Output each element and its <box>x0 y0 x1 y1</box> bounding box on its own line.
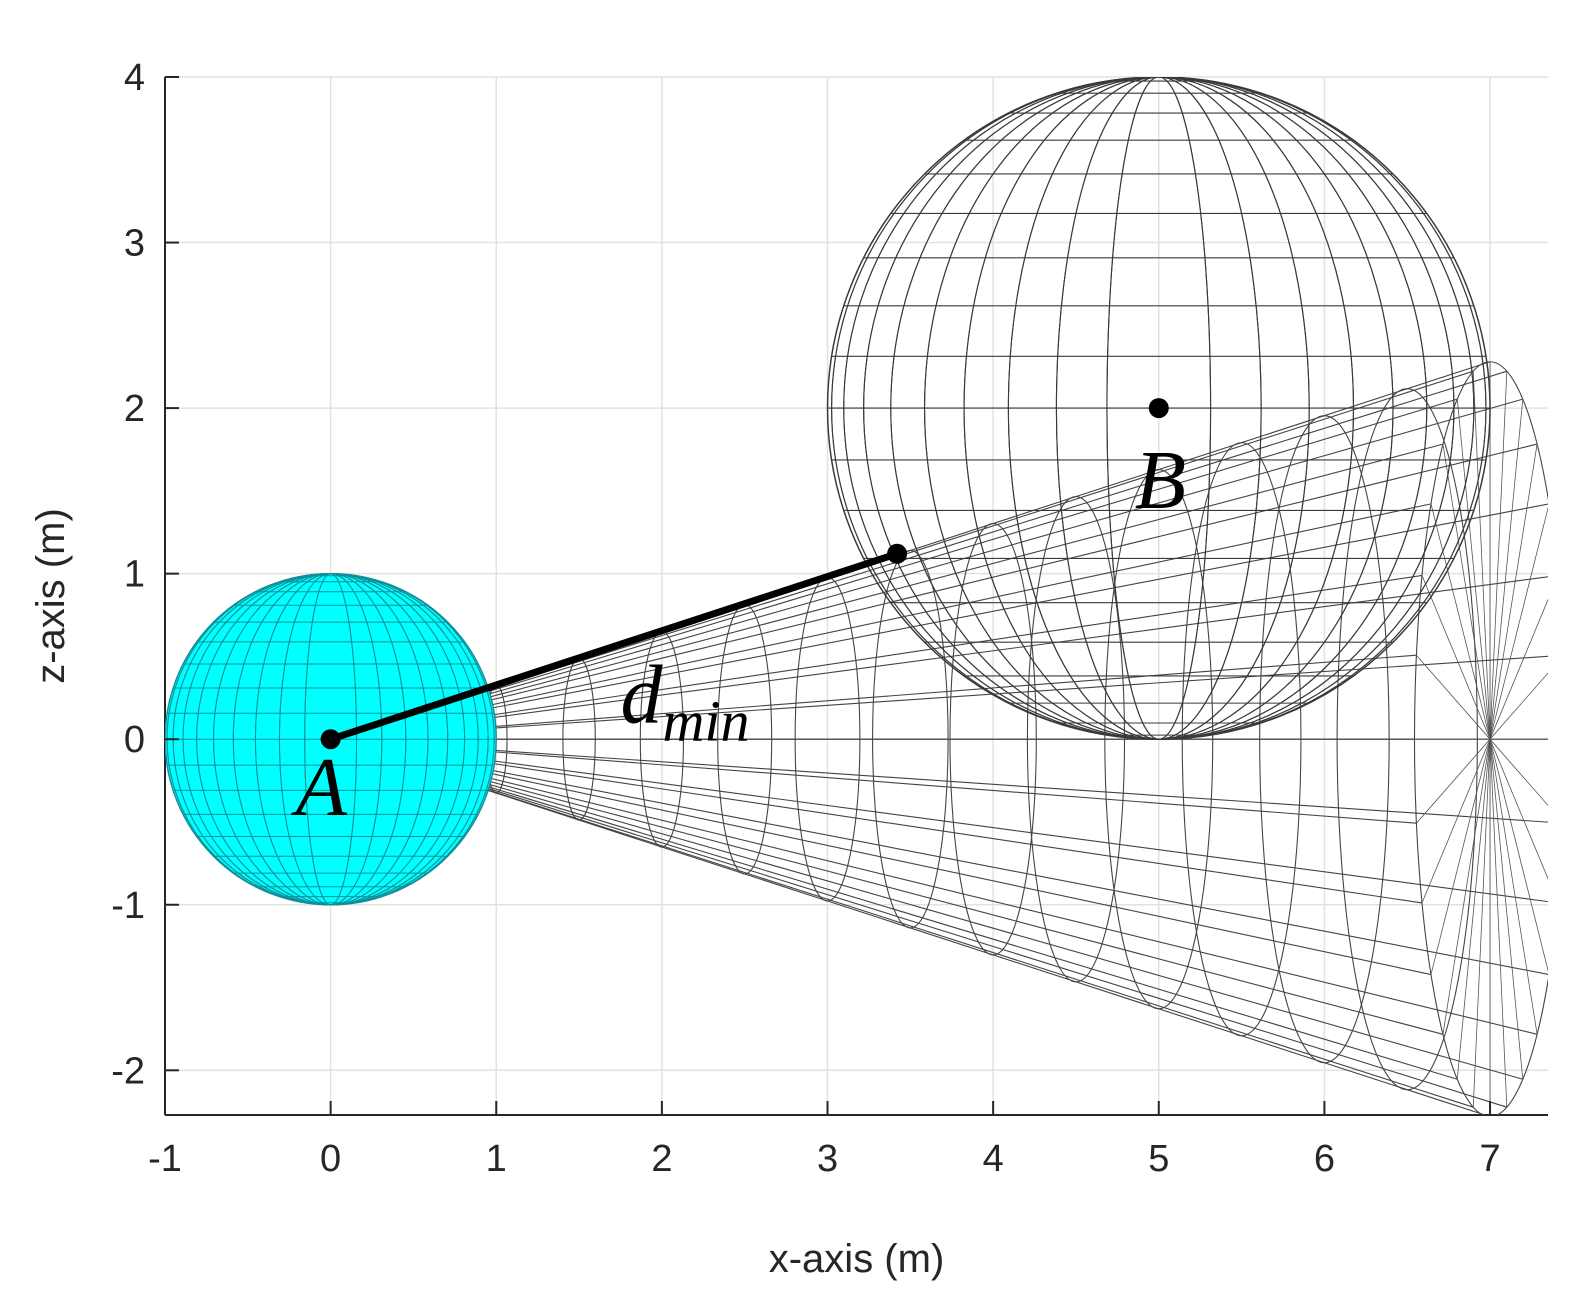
points <box>320 398 1169 750</box>
cone-base-spoke <box>1456 739 1491 1080</box>
cone-generator <box>330 738 1444 1035</box>
point-closest <box>887 543 908 564</box>
cone-generator <box>330 398 1523 740</box>
x-tick-label: 1 <box>486 1138 507 1180</box>
y-axis-label: z-axis (m) <box>29 508 73 684</box>
y-tick-label: 2 <box>124 388 145 430</box>
cone-base-spoke <box>1489 739 1524 1080</box>
cone-generator <box>330 738 1538 1035</box>
cone-base-spoke <box>1416 738 1491 824</box>
label-b: B <box>1135 434 1186 527</box>
ticks: -1 0 1 2 3 4 5 6 7 -2 -1 0 1 2 3 4 <box>111 57 1500 1180</box>
cone-generator <box>330 738 1417 824</box>
cone-generator <box>330 655 1548 740</box>
x-tick-label: 2 <box>651 1138 672 1180</box>
y-tick-label: 4 <box>124 57 145 99</box>
annotations: A B dmin <box>291 434 1186 834</box>
x-tick-label: 5 <box>1148 1138 1169 1180</box>
y-tick-label: -1 <box>111 885 145 927</box>
x-tick-label: 4 <box>983 1138 1004 1180</box>
dmin-line <box>327 550 901 743</box>
y-tick-label: 1 <box>124 554 145 596</box>
x-tick-label: 0 <box>320 1138 341 1180</box>
axes-box <box>164 77 1548 1116</box>
point-a <box>320 729 341 750</box>
x-tick-label: 6 <box>1314 1138 1335 1180</box>
point-b <box>1148 398 1169 419</box>
cone-base-spoke <box>1489 444 1538 740</box>
cone-base-spoke <box>1421 575 1491 740</box>
cone-generator <box>330 738 1508 1108</box>
cone-base-spoke <box>1489 598 1548 740</box>
cone-base-spoke <box>1421 739 1491 904</box>
cone-base-spoke <box>1489 739 1508 1108</box>
cone-base-spoke <box>1489 739 1538 1035</box>
cone-base-spoke <box>1416 654 1491 740</box>
label-dmin-base: d <box>620 649 663 742</box>
cone-base-spoke <box>1456 399 1491 740</box>
cone-generator <box>330 738 1548 903</box>
sphere-b-wireframe <box>826 77 1491 740</box>
cone-generator <box>330 503 1548 740</box>
cone-base-spoke <box>1430 739 1491 975</box>
y-tick-label: 0 <box>124 719 145 761</box>
cone-base-spoke <box>1489 672 1548 740</box>
label-dmin: dmin <box>620 649 749 754</box>
cone-generator <box>330 738 1548 823</box>
cone-generator <box>330 443 1538 740</box>
cone-wireframe <box>330 361 1548 1115</box>
cone-base-spoke <box>1489 738 1548 806</box>
cone-base-spoke <box>1489 371 1508 740</box>
x-tick-label: 3 <box>817 1138 838 1180</box>
y-tick-label: -2 <box>111 1050 145 1092</box>
cone-generator <box>330 738 1523 1080</box>
cone-base-spoke <box>1489 739 1548 972</box>
plot-area <box>165 77 1548 1115</box>
x-tick-label: 7 <box>1479 1138 1500 1180</box>
x-tick-label: -1 <box>148 1138 182 1180</box>
label-a: A <box>291 741 348 834</box>
cone-generator <box>330 503 1432 740</box>
cone-generator <box>330 738 1432 976</box>
label-dmin-sub: min <box>662 689 749 754</box>
cone-base-spoke <box>1489 399 1524 740</box>
cone-generator <box>330 738 1423 904</box>
cone-generator <box>330 738 1548 975</box>
dmin-segment <box>327 550 901 743</box>
cone-base-spoke <box>1442 739 1491 1035</box>
cone-base-spoke <box>1442 444 1491 740</box>
x-axis-label: x-axis (m) <box>769 1237 945 1281</box>
cone-base-spoke <box>1472 739 1491 1108</box>
cone-generator <box>330 738 1458 1080</box>
cone-generator <box>330 654 1417 740</box>
cone-base-spoke <box>1489 739 1548 880</box>
y-tick-label: 3 <box>124 223 145 265</box>
cone-base-spoke <box>1430 503 1491 740</box>
cone-generator <box>330 738 1474 1108</box>
cone-generator <box>330 398 1458 740</box>
cone-base-spoke <box>1472 371 1491 740</box>
cone-base-spoke <box>1489 506 1548 740</box>
cone-generator <box>330 738 1487 1115</box>
